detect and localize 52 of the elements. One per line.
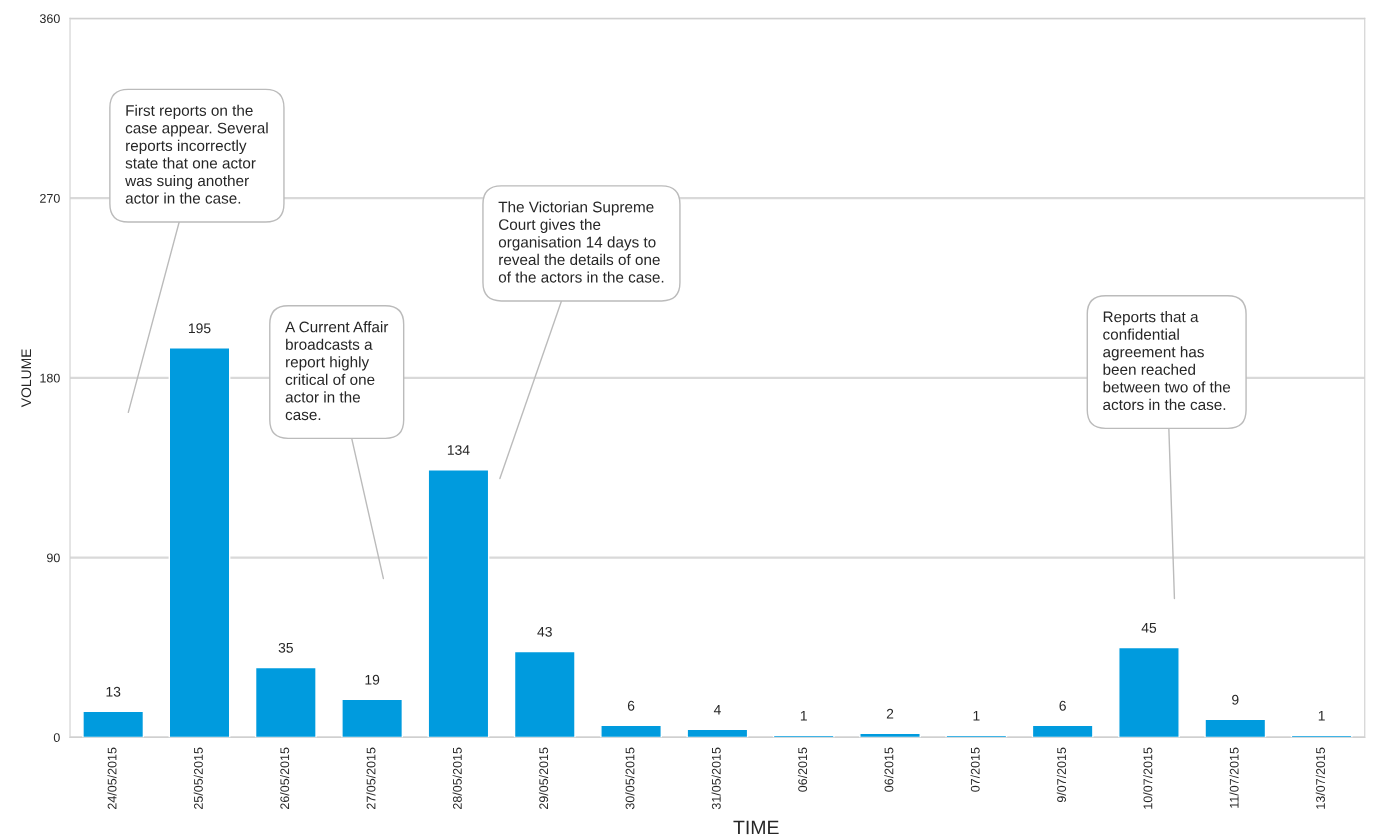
data-label: 19 bbox=[365, 674, 380, 685]
data-label: 195 bbox=[188, 323, 211, 334]
y-tick-label: 90 bbox=[46, 553, 60, 563]
x-axis-title: TIME bbox=[733, 820, 779, 835]
x-tick-label: 29/05/2015 bbox=[538, 747, 549, 809]
x-tick-label: 06/2015 bbox=[797, 747, 808, 792]
annotation: The Victorian Supreme Court gives the organisation 14 days to reveal the details of one of the actors in the case. bbox=[498, 201, 664, 283]
data-label: 45 bbox=[1141, 623, 1157, 633]
data-label: 134 bbox=[447, 445, 470, 456]
y-tick-label: 180 bbox=[40, 373, 60, 383]
bar bbox=[168, 347, 231, 738]
x-tick-label: 28/05/2015 bbox=[452, 747, 462, 809]
bar bbox=[1031, 724, 1094, 738]
data-label: 6 bbox=[627, 700, 635, 711]
data-label: 1 bbox=[973, 710, 980, 721]
data-label: 1 bbox=[1318, 710, 1325, 721]
bar bbox=[513, 650, 576, 738]
x-tick-label: 31/05/2015 bbox=[711, 747, 721, 810]
y-axis-title: VOLUME bbox=[21, 349, 32, 408]
data-label: 43 bbox=[537, 626, 552, 637]
bar bbox=[254, 666, 317, 738]
data-label: 4 bbox=[713, 704, 721, 715]
y-tick-label: 360 bbox=[39, 14, 60, 24]
x-tick-label: 26/05/2015 bbox=[279, 747, 290, 809]
annotation: First reports on the case appear. Several reports incorrectly state that one actor was suing another actor in the case. bbox=[125, 104, 268, 204]
bar bbox=[1204, 718, 1267, 738]
x-tick-label: 30/05/2015 bbox=[625, 747, 635, 810]
annotation: Reports that a confidential agreement has been reached between two of the actors in the case. bbox=[1103, 311, 1231, 411]
bar bbox=[82, 710, 145, 738]
bar bbox=[600, 724, 662, 738]
x-tick-label: 10/07/2015 bbox=[1143, 747, 1153, 809]
x-tick-label: 9/07/2015 bbox=[1056, 747, 1067, 803]
bar bbox=[686, 728, 749, 738]
data-label: 9 bbox=[1232, 694, 1239, 705]
x-tick-label: 13/07/2015 bbox=[1315, 747, 1325, 809]
x-tick-label: 11/07/2015 bbox=[1229, 747, 1239, 808]
y-tick-label: 270 bbox=[40, 193, 60, 203]
x-tick-label: 24/05/2015 bbox=[107, 747, 117, 809]
annotation: A Current Affair broadcasts a report highly critical of one actor in the case. bbox=[285, 321, 389, 421]
bar bbox=[1118, 646, 1180, 738]
data-label: 1 bbox=[800, 710, 807, 721]
x-tick-label: 27/05/2015 bbox=[366, 747, 376, 809]
x-tick-label: 25/05/2015 bbox=[193, 747, 203, 809]
data-label: 2 bbox=[886, 708, 894, 719]
y-tick-label: 0 bbox=[53, 733, 60, 742]
data-label: 6 bbox=[1059, 700, 1066, 711]
x-tick-label: 06/2015 bbox=[884, 747, 894, 792]
bar bbox=[427, 469, 490, 738]
bar bbox=[341, 698, 404, 738]
data-label: 35 bbox=[278, 642, 293, 653]
x-tick-label: 07/2015 bbox=[970, 747, 980, 792]
data-label: 13 bbox=[106, 686, 121, 697]
